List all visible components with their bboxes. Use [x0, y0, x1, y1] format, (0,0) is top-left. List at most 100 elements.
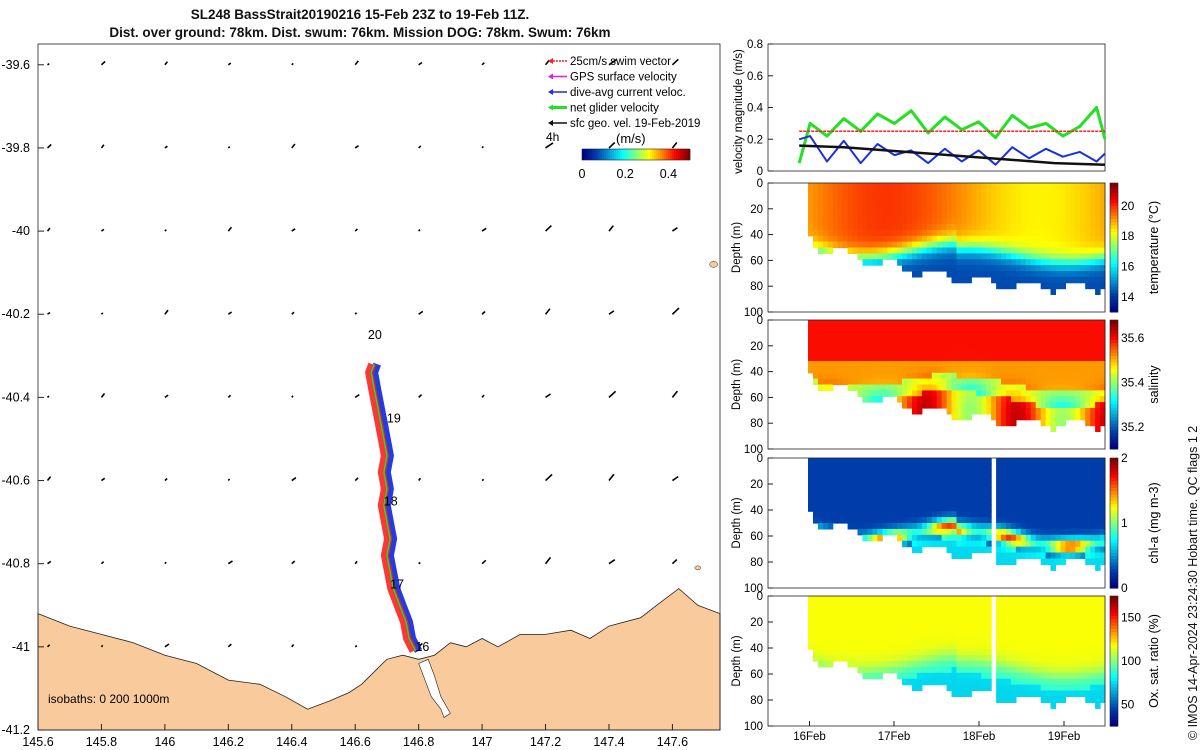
- colorbar-cell: [1110, 332, 1118, 337]
- section-cell: [1001, 188, 1007, 196]
- section-cell: [1030, 528, 1037, 536]
- section-cell: [1080, 661, 1086, 668]
- colorbar-cell: [1110, 709, 1118, 714]
- section-cell: [862, 596, 868, 603]
- section-cell: [986, 655, 992, 662]
- section-cell: [1075, 523, 1081, 530]
- section-cell: [1080, 265, 1086, 272]
- section-cell: [966, 325, 972, 333]
- section-cell: [1055, 625, 1061, 632]
- section-cell: [832, 218, 839, 225]
- section-cell: [951, 372, 957, 380]
- section-cell: [1006, 235, 1012, 243]
- section-cell: [981, 224, 987, 231]
- section-cell: [956, 384, 962, 391]
- section-cell: [907, 396, 913, 403]
- section-cell: [892, 649, 898, 656]
- section-cell: [1100, 419, 1106, 427]
- section-cell: [1080, 672, 1086, 680]
- section-cell: [867, 337, 873, 345]
- section-cell: [813, 378, 819, 386]
- section-cell: [996, 183, 1002, 190]
- section-cell: [1075, 271, 1081, 278]
- section-cell: [1065, 631, 1071, 638]
- section-cell: [996, 419, 1002, 427]
- section-cell: [1055, 206, 1061, 213]
- colorbar-cell: [1110, 279, 1118, 284]
- section-cell: [1045, 384, 1052, 391]
- section-cell: [1045, 378, 1052, 386]
- section-cell: [971, 613, 977, 621]
- section-cell: [1020, 649, 1027, 656]
- section-cell: [852, 188, 858, 196]
- section-cell: [941, 212, 948, 219]
- section-cell: [976, 259, 982, 266]
- section-cell: [981, 661, 987, 668]
- section-frame: [767, 595, 1106, 727]
- section-cell: [832, 469, 839, 477]
- section-cell: [986, 241, 992, 249]
- section-cell: [956, 672, 962, 680]
- section-cell: [1020, 469, 1027, 477]
- section-cell: [832, 183, 839, 190]
- section-cell: [837, 224, 844, 231]
- section-cell: [1006, 684, 1012, 692]
- section-cell: [1080, 325, 1086, 333]
- x-tick-label: 146.8: [403, 735, 434, 749]
- section-cell: [1060, 540, 1066, 548]
- section-cell: [872, 505, 878, 512]
- section-cell: [931, 672, 938, 680]
- section-cell: [907, 481, 913, 489]
- section-cell: [1060, 601, 1066, 609]
- section-cell: [1011, 469, 1017, 477]
- section-cell: [951, 355, 957, 362]
- section-cell: [837, 366, 844, 374]
- section-cell: [827, 619, 834, 627]
- section-cell: [926, 534, 933, 542]
- section-cell: [1060, 361, 1066, 368]
- section-cell: [936, 487, 943, 494]
- section-cell: [852, 499, 858, 506]
- section-cell: [827, 607, 834, 615]
- section-cell: [897, 183, 903, 190]
- section-cell: [971, 672, 977, 680]
- section-cell: [862, 229, 868, 237]
- section-cell: [1011, 408, 1017, 415]
- section-cell: [931, 463, 938, 471]
- section-cell: [936, 235, 943, 243]
- section-cell: [971, 337, 977, 345]
- section-cell: [916, 596, 923, 603]
- section-cell: [867, 390, 873, 397]
- section-cell: [1015, 528, 1022, 536]
- section-cell: [996, 625, 1002, 632]
- section-cell: [941, 475, 948, 483]
- section-cell: [912, 271, 918, 278]
- section-cell: [1045, 469, 1052, 477]
- section-cell: [1006, 523, 1012, 530]
- section-cell: [936, 241, 943, 249]
- section-cell: [1030, 613, 1037, 621]
- colorbar-cell: [1110, 244, 1118, 248]
- section-cell: [897, 188, 903, 196]
- section-cell: [916, 372, 923, 380]
- section-cell: [981, 366, 987, 374]
- section-cell: [882, 517, 888, 524]
- section-cell: [1006, 625, 1012, 632]
- section-cell: [837, 613, 844, 621]
- section-cell: [931, 655, 938, 662]
- section-cell: [996, 194, 1002, 202]
- section-cell: [1001, 540, 1007, 548]
- section-cell: [921, 188, 928, 196]
- section-cell: [1015, 534, 1022, 542]
- section-cell: [946, 678, 953, 686]
- sfc-velocity-arrow: [100, 312, 104, 315]
- section-cell: [1070, 325, 1076, 333]
- section-cell: [956, 684, 962, 692]
- section-cell: [1040, 601, 1047, 609]
- section-cell: [1070, 546, 1076, 554]
- section-cell: [1040, 282, 1047, 290]
- section-cell: [1001, 402, 1007, 409]
- section-cell: [827, 655, 834, 662]
- section-cell: [837, 458, 844, 465]
